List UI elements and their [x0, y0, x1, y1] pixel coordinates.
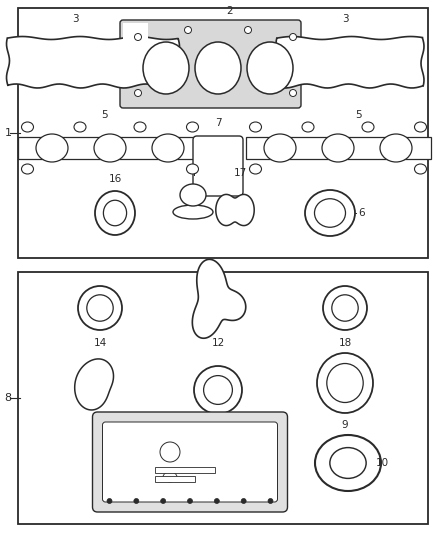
Ellipse shape — [163, 472, 177, 482]
Ellipse shape — [195, 42, 241, 94]
Ellipse shape — [323, 286, 367, 330]
Ellipse shape — [241, 498, 246, 504]
Ellipse shape — [214, 498, 219, 504]
FancyBboxPatch shape — [193, 136, 243, 196]
Ellipse shape — [194, 366, 242, 414]
Ellipse shape — [380, 134, 412, 162]
Ellipse shape — [107, 498, 112, 504]
Text: 6: 6 — [358, 208, 364, 218]
Bar — [155, 467, 215, 473]
Text: 10: 10 — [376, 458, 389, 468]
Text: 18: 18 — [339, 338, 352, 348]
Ellipse shape — [94, 134, 126, 162]
Text: 1: 1 — [4, 128, 11, 138]
Ellipse shape — [74, 122, 86, 132]
Ellipse shape — [21, 164, 33, 174]
Ellipse shape — [161, 498, 166, 504]
FancyBboxPatch shape — [120, 20, 301, 108]
Bar — [123, 23, 148, 51]
Polygon shape — [7, 36, 180, 88]
Bar — [246, 137, 431, 159]
FancyBboxPatch shape — [102, 422, 278, 502]
Ellipse shape — [250, 122, 261, 132]
Ellipse shape — [103, 200, 127, 226]
Ellipse shape — [173, 205, 213, 219]
Ellipse shape — [290, 34, 297, 41]
Ellipse shape — [362, 122, 374, 132]
Text: 14: 14 — [93, 338, 106, 348]
Ellipse shape — [244, 27, 251, 34]
Ellipse shape — [315, 435, 381, 491]
Ellipse shape — [264, 134, 296, 162]
Ellipse shape — [87, 295, 113, 321]
Polygon shape — [216, 195, 254, 225]
Ellipse shape — [160, 442, 180, 462]
Polygon shape — [192, 260, 246, 338]
Bar — [155, 476, 195, 482]
Text: 2: 2 — [227, 6, 233, 16]
Ellipse shape — [134, 498, 139, 504]
Ellipse shape — [327, 364, 363, 402]
Text: 3: 3 — [342, 14, 348, 24]
Text: 17: 17 — [233, 168, 247, 178]
Ellipse shape — [152, 134, 184, 162]
Ellipse shape — [95, 191, 135, 235]
Ellipse shape — [250, 164, 261, 174]
Ellipse shape — [332, 295, 358, 321]
Ellipse shape — [314, 199, 346, 227]
Text: 9: 9 — [342, 420, 348, 430]
Text: 5: 5 — [102, 110, 108, 120]
Bar — [18, 137, 202, 159]
Text: 12: 12 — [212, 338, 225, 348]
Ellipse shape — [134, 90, 141, 96]
Ellipse shape — [330, 448, 366, 479]
Ellipse shape — [180, 184, 206, 206]
Ellipse shape — [414, 122, 427, 132]
Ellipse shape — [322, 134, 354, 162]
Ellipse shape — [414, 164, 427, 174]
Ellipse shape — [187, 498, 192, 504]
Polygon shape — [276, 36, 424, 88]
Text: 15: 15 — [107, 457, 120, 467]
Ellipse shape — [305, 190, 355, 236]
Bar — [18, 272, 428, 524]
Ellipse shape — [290, 90, 297, 96]
Polygon shape — [75, 359, 113, 410]
Ellipse shape — [134, 122, 146, 132]
Ellipse shape — [143, 42, 189, 94]
Text: 5: 5 — [355, 110, 361, 120]
FancyBboxPatch shape — [92, 412, 287, 512]
Ellipse shape — [184, 27, 191, 34]
Ellipse shape — [187, 164, 198, 174]
Ellipse shape — [21, 122, 33, 132]
Text: 4: 4 — [190, 168, 196, 178]
Ellipse shape — [187, 122, 198, 132]
Text: 16: 16 — [108, 174, 122, 184]
Text: 7: 7 — [215, 118, 221, 128]
Bar — [18, 8, 428, 258]
Ellipse shape — [36, 134, 68, 162]
Text: 13: 13 — [212, 420, 225, 430]
Text: 11: 11 — [93, 415, 106, 425]
Ellipse shape — [268, 498, 273, 504]
Text: 3: 3 — [72, 14, 78, 24]
Ellipse shape — [317, 353, 373, 413]
Text: 8: 8 — [4, 393, 11, 403]
Ellipse shape — [302, 122, 314, 132]
Ellipse shape — [247, 42, 293, 94]
Ellipse shape — [78, 286, 122, 330]
Ellipse shape — [134, 34, 141, 41]
Ellipse shape — [204, 376, 233, 405]
